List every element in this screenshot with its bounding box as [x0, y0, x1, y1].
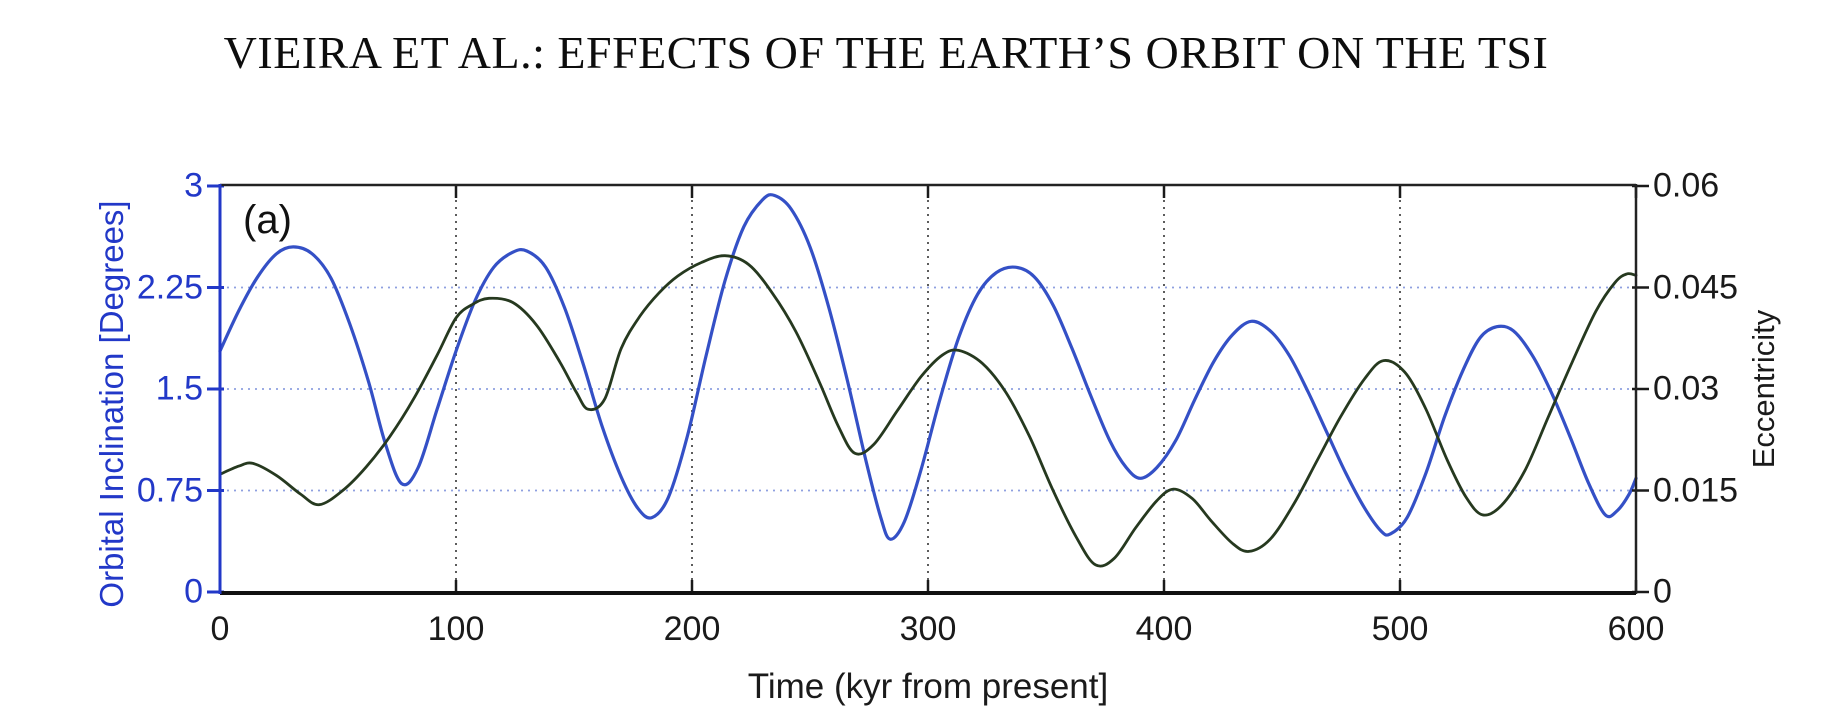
left-tick-label: 1.5 [155, 369, 203, 408]
right-tick-label: 0 [1653, 572, 1672, 611]
left-tick-label: 0.75 [136, 471, 203, 509]
paper-running-title: VIEIRA ET AL.: EFFECTS OF THE EARTH’S OR… [223, 27, 1549, 78]
x-tick-label: 200 [663, 610, 721, 648]
x-tick-label: 400 [1135, 610, 1193, 648]
plot-area [207, 183, 1649, 595]
x-tick-label: 600 [1607, 610, 1665, 648]
left-tick-label: 3 [184, 166, 203, 205]
right-axis-title: Eccentricity [1746, 309, 1781, 469]
orbital-inclination-line [218, 193, 1638, 541]
panel-label: (a) [243, 198, 292, 242]
x-tick-label: 100 [427, 610, 485, 648]
right-tick-label: 0.015 [1653, 471, 1739, 509]
left-tick-label: 2.25 [136, 268, 203, 306]
left-tick-label: 0 [184, 572, 203, 611]
x-tick-label: 500 [1371, 610, 1429, 648]
x-tick-label: 0 [210, 610, 230, 648]
eccentricity-line [218, 254, 1638, 568]
x-axis-title: Time (kyr from present] [747, 667, 1109, 706]
x-tick-label: 300 [899, 610, 957, 648]
right-tick-label: 0.03 [1653, 369, 1720, 408]
left-axis-title: Orbital Inclination [Degrees] [93, 200, 130, 608]
right-tick-label: 0.06 [1653, 166, 1720, 205]
right-tick-label: 0.045 [1653, 268, 1739, 306]
